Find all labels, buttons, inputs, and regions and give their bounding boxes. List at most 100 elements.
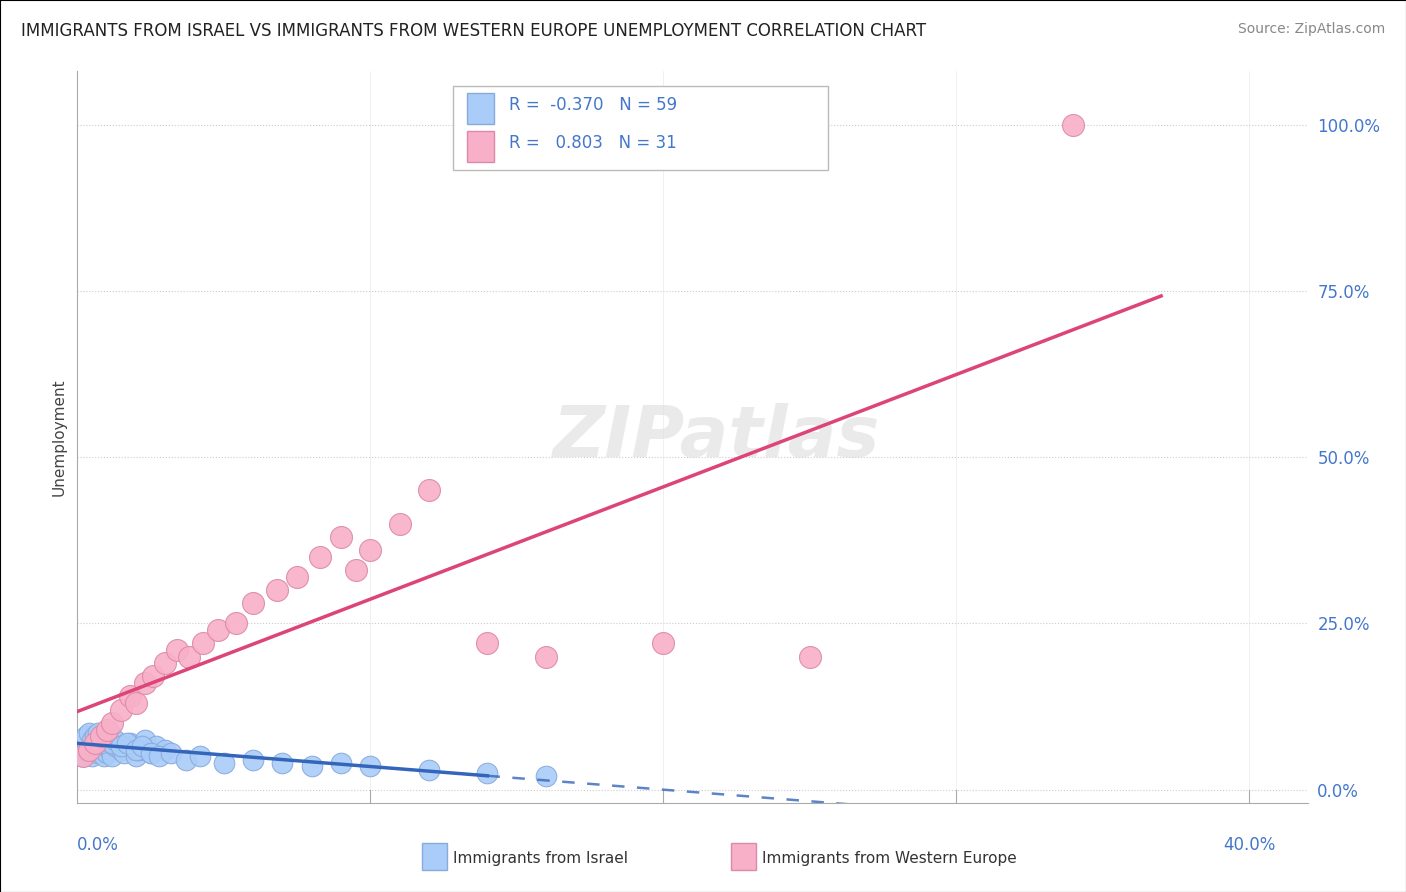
Point <box>98 726 121 740</box>
Point <box>90 742 112 756</box>
Point <box>115 736 138 750</box>
Point <box>96 729 118 743</box>
Point <box>193 636 215 650</box>
Point <box>80 749 103 764</box>
FancyBboxPatch shape <box>453 86 828 170</box>
Point <box>148 749 170 764</box>
Point <box>160 746 183 760</box>
Point <box>80 736 103 750</box>
Point <box>101 716 124 731</box>
Point <box>418 483 440 498</box>
Point <box>104 732 127 747</box>
Point <box>271 756 294 770</box>
Point <box>285 570 308 584</box>
Point <box>1062 118 1084 132</box>
Point <box>96 736 118 750</box>
Point <box>177 649 200 664</box>
Point <box>242 753 264 767</box>
Point <box>72 749 94 764</box>
Point <box>153 742 177 756</box>
Point <box>84 742 107 756</box>
Text: ZIPatlas: ZIPatlas <box>554 402 880 472</box>
Y-axis label: Unemployment: Unemployment <box>51 378 66 496</box>
Point <box>110 739 132 754</box>
Point <box>93 732 115 747</box>
Point <box>134 732 156 747</box>
Text: R =  -0.370   N = 59: R = -0.370 N = 59 <box>509 96 678 114</box>
Point <box>90 729 112 743</box>
Text: Source: ZipAtlas.com: Source: ZipAtlas.com <box>1237 22 1385 37</box>
Point <box>134 676 156 690</box>
Text: Immigrants from Western Europe: Immigrants from Western Europe <box>762 851 1017 865</box>
Point <box>174 753 197 767</box>
Point <box>125 696 148 710</box>
Point <box>96 723 118 737</box>
Point <box>84 729 107 743</box>
Bar <box>467 93 495 124</box>
Point <box>145 739 167 754</box>
Text: Immigrants from Israel: Immigrants from Israel <box>453 851 627 865</box>
Point <box>128 742 150 756</box>
Text: IMMIGRANTS FROM ISRAEL VS IMMIGRANTS FROM WESTERN EUROPE UNEMPLOYMENT CORRELATIO: IMMIGRANTS FROM ISRAEL VS IMMIGRANTS FRO… <box>21 22 927 40</box>
Point <box>101 732 124 747</box>
Point <box>139 746 162 760</box>
Point <box>72 749 94 764</box>
Point <box>87 746 110 760</box>
Point <box>125 742 148 756</box>
Point <box>104 739 127 754</box>
Point <box>101 749 124 764</box>
Point <box>799 649 821 664</box>
Point <box>75 729 97 743</box>
Point <box>652 636 675 650</box>
Text: R =   0.803   N = 31: R = 0.803 N = 31 <box>509 134 676 153</box>
Point <box>207 623 229 637</box>
Point <box>418 763 440 777</box>
Point <box>84 729 107 743</box>
Point <box>153 656 177 670</box>
Point <box>388 516 411 531</box>
Point <box>84 736 107 750</box>
Point <box>120 736 141 750</box>
Point <box>329 530 352 544</box>
Point <box>90 732 112 747</box>
Text: 0.0%: 0.0% <box>77 836 120 854</box>
Point <box>534 649 557 664</box>
Point <box>359 759 381 773</box>
Point <box>110 742 132 756</box>
Point <box>80 732 103 747</box>
Point <box>98 742 121 756</box>
Point <box>477 636 499 650</box>
Point <box>266 582 288 597</box>
Point <box>166 643 188 657</box>
Point <box>188 749 212 764</box>
Point <box>242 596 264 610</box>
Point <box>77 726 100 740</box>
Point <box>122 739 145 754</box>
Point <box>87 736 110 750</box>
Point <box>101 736 124 750</box>
Point <box>125 749 148 764</box>
Point <box>93 749 115 764</box>
Point <box>142 669 165 683</box>
Point <box>534 769 557 783</box>
Point <box>212 756 235 770</box>
Point <box>359 543 381 558</box>
Point <box>139 746 162 760</box>
Point <box>77 742 100 756</box>
Point <box>93 739 115 754</box>
Point <box>131 739 153 754</box>
Point <box>112 746 135 760</box>
Point <box>344 563 367 577</box>
Point <box>477 765 499 780</box>
Point <box>110 703 132 717</box>
Point <box>96 746 118 760</box>
Point <box>87 726 110 740</box>
Bar <box>467 131 495 161</box>
Point <box>301 759 323 773</box>
Point <box>75 742 97 756</box>
Point <box>90 736 112 750</box>
Point <box>309 549 332 564</box>
Point <box>120 690 141 704</box>
Point <box>329 756 352 770</box>
Point <box>107 736 129 750</box>
